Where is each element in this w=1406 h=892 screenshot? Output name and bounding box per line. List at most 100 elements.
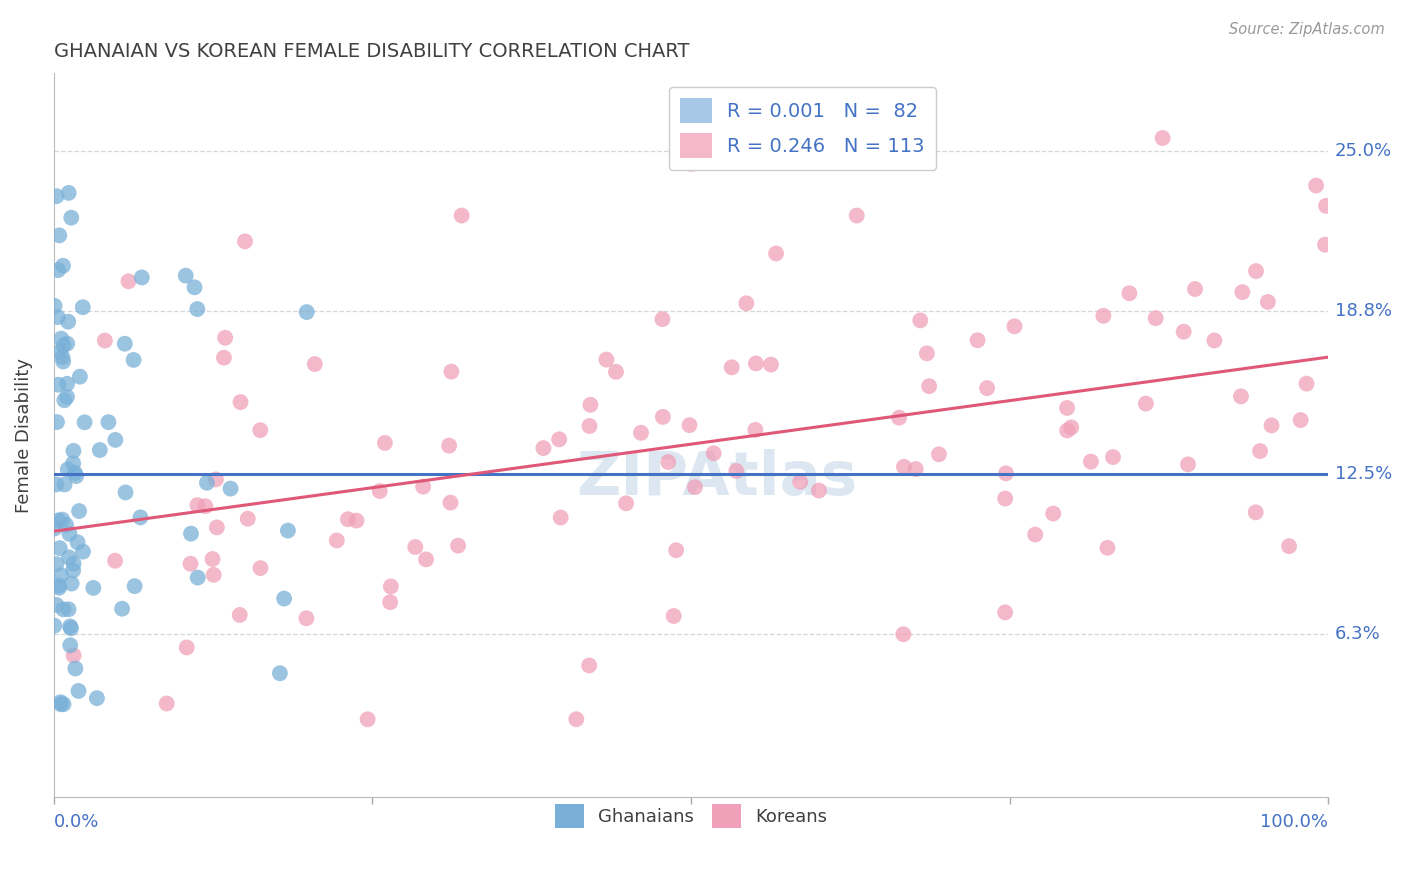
Point	[1244, 264, 1267, 278]
Point	[186, 498, 208, 512]
Point	[703, 446, 725, 460]
Point	[579, 398, 602, 412]
Point	[65, 661, 87, 675]
Point	[1092, 309, 1115, 323]
Point	[46, 513, 69, 527]
Point	[277, 524, 299, 538]
Point	[111, 601, 134, 615]
Point	[1097, 541, 1119, 555]
Point	[55, 518, 77, 533]
Point	[233, 235, 256, 249]
Point	[73, 415, 96, 429]
Point	[67, 504, 90, 518]
Point	[380, 579, 402, 593]
Point	[915, 346, 938, 360]
Text: Source: ZipAtlas.com: Source: ZipAtlas.com	[1229, 22, 1385, 37]
Point	[1244, 505, 1267, 519]
Point	[1278, 539, 1301, 553]
Point	[104, 554, 127, 568]
Point	[1232, 285, 1254, 299]
Point	[662, 609, 685, 624]
Point	[186, 301, 208, 316]
Point	[651, 312, 673, 326]
Point	[759, 358, 782, 372]
Point	[1080, 455, 1102, 469]
Point	[58, 315, 80, 329]
Point	[548, 433, 571, 447]
Point	[966, 333, 988, 347]
Point	[53, 393, 76, 408]
Point	[180, 526, 202, 541]
Point	[1060, 420, 1083, 434]
Point	[174, 268, 197, 283]
Point	[52, 602, 75, 616]
Point	[1102, 450, 1125, 464]
Point	[249, 561, 271, 575]
Point	[45, 477, 67, 491]
Point	[789, 475, 811, 489]
Point	[194, 500, 217, 514]
Point	[56, 376, 79, 391]
Point	[595, 352, 617, 367]
Point	[201, 552, 224, 566]
Point	[269, 666, 291, 681]
Point	[1257, 295, 1279, 310]
Legend: Ghanaians, Koreans: Ghanaians, Koreans	[547, 797, 835, 835]
Point	[440, 365, 463, 379]
Point	[665, 543, 688, 558]
Point	[156, 697, 179, 711]
Point	[683, 480, 706, 494]
Point	[614, 496, 637, 510]
Point	[1152, 131, 1174, 145]
Point	[765, 246, 787, 260]
Point	[657, 455, 679, 469]
Point	[53, 477, 76, 491]
Point	[114, 485, 136, 500]
Point	[46, 310, 69, 325]
Point	[994, 491, 1017, 506]
Point	[887, 410, 910, 425]
Point	[62, 456, 84, 470]
Point	[368, 484, 391, 499]
Point	[295, 305, 318, 319]
Point	[46, 415, 69, 429]
Point	[1230, 389, 1253, 403]
Point	[578, 658, 600, 673]
Point	[893, 459, 915, 474]
Point	[447, 539, 470, 553]
Point	[44, 521, 66, 535]
Point	[49, 697, 72, 711]
Point	[45, 557, 67, 571]
Point	[60, 211, 83, 225]
Point	[129, 510, 152, 524]
Point	[202, 567, 225, 582]
Point	[94, 334, 117, 348]
Point	[97, 415, 120, 429]
Point	[49, 568, 72, 582]
Point	[89, 443, 111, 458]
Point	[415, 552, 437, 566]
Point	[1118, 286, 1140, 301]
Point	[995, 467, 1018, 481]
Point	[46, 377, 69, 392]
Point	[380, 595, 402, 609]
Point	[56, 336, 79, 351]
Point	[49, 344, 72, 359]
Point	[976, 381, 998, 395]
Point	[336, 512, 359, 526]
Point	[62, 564, 84, 578]
Point	[910, 313, 932, 327]
Point	[122, 353, 145, 368]
Point	[404, 540, 426, 554]
Point	[326, 533, 349, 548]
Point	[1056, 401, 1078, 415]
Point	[58, 550, 80, 565]
Point	[994, 605, 1017, 619]
Point	[744, 423, 766, 437]
Point	[212, 351, 235, 365]
Point	[651, 409, 673, 424]
Point	[918, 379, 941, 393]
Point	[891, 627, 914, 641]
Point	[219, 482, 242, 496]
Point	[51, 350, 73, 364]
